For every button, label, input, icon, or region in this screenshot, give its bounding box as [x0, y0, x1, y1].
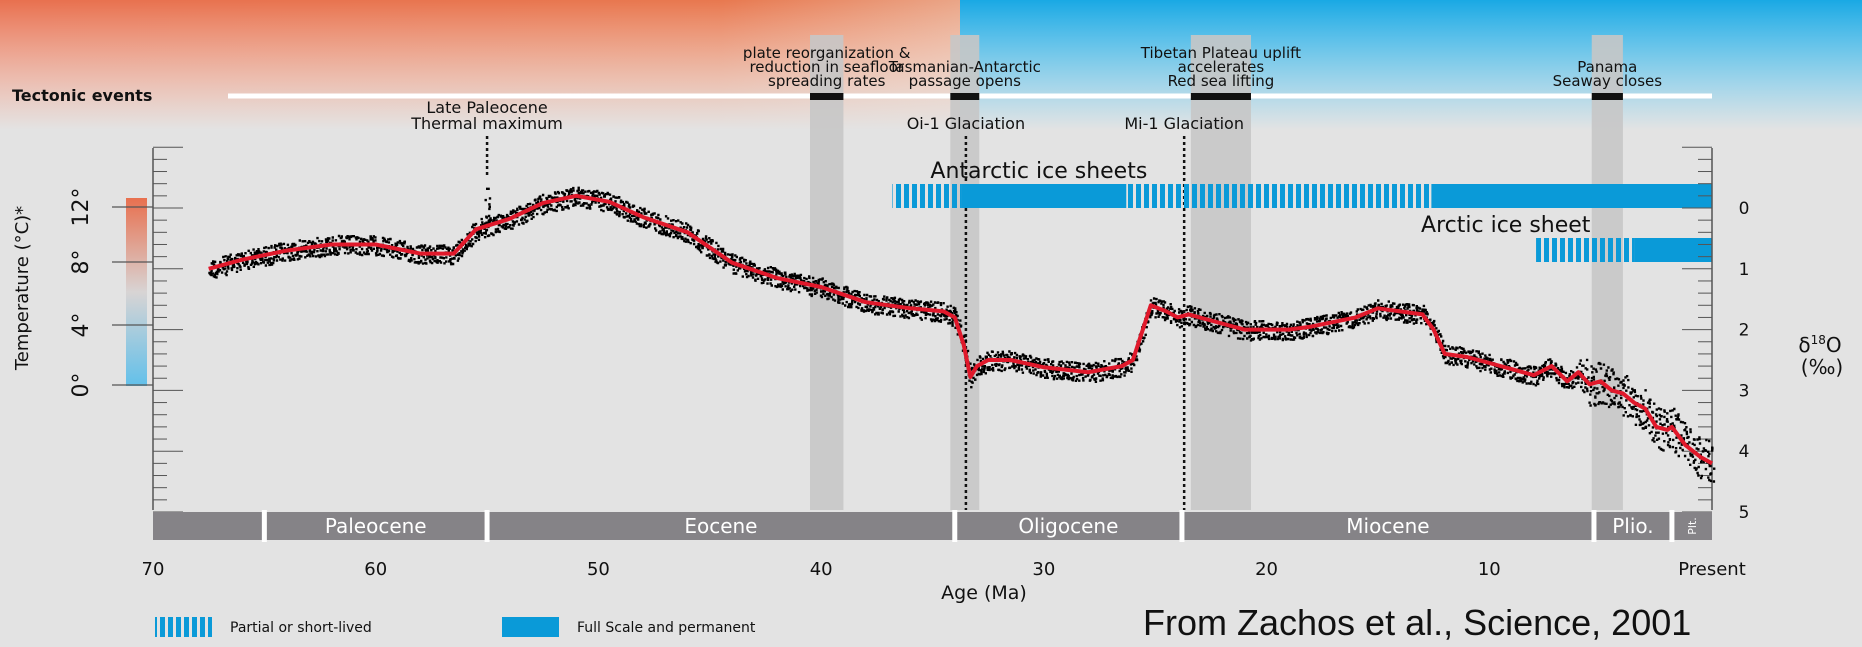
epoch-divider-4 — [1179, 510, 1185, 542]
epoch-label-4: Miocene — [1346, 514, 1429, 538]
temp-tick-label-12: 12° — [69, 188, 94, 227]
epoch-label-6: Plt. — [1686, 517, 1699, 535]
x-tick-label-6: 10 — [1478, 559, 1501, 580]
x-tick-label-4: 30 — [1032, 559, 1055, 580]
epoch-divider-5 — [1591, 510, 1597, 542]
epoch-block-6 — [1671, 512, 1712, 540]
tectonic-marker-3 — [1591, 93, 1623, 100]
legend-label-0: Partial or short-lived — [230, 620, 372, 636]
epoch-divider-3 — [952, 510, 958, 542]
tectonic-label: Tectonic events — [12, 86, 152, 105]
ice-0-segment-1 — [961, 184, 1127, 208]
right-axis-label: δ18O — [1798, 333, 1841, 357]
shade-column-0 — [810, 35, 844, 510]
band-fade — [0, 0, 1862, 130]
left-axis-label: Temperature (°C)* — [12, 206, 33, 371]
x-tick-label-1: 60 — [364, 559, 387, 580]
top-color-band — [0, 0, 1862, 130]
tectonic-event-2-line-2: Red sea lifting — [1168, 72, 1275, 90]
source-caption: From Zachos et al., Science, 2001 — [1143, 602, 1692, 643]
shade-column-2 — [1190, 35, 1251, 510]
x-tick-label-3: 40 — [810, 559, 833, 580]
tectonic-event-3-line-0: Panama — [1577, 58, 1637, 76]
epoch-block-2 — [487, 512, 955, 540]
right-axis-unit: (‰) — [1801, 355, 1843, 379]
right-tick-label-5: 5 — [1739, 503, 1750, 523]
ice-0-segment-3 — [1431, 184, 1712, 208]
tectonic-event-0-line-2: spreading rates — [768, 72, 886, 90]
annotation-0-line-0: Late Paleocene — [426, 98, 547, 117]
annotation-1-line-0: Oi-1 Glaciation — [907, 114, 1025, 133]
tectonic-event-2-line-0: Tibetan Plateau uplift — [1140, 44, 1301, 62]
epoch-block-3 — [954, 512, 1182, 540]
epoch-bar: Paleocene Eocene Oligocene Miocene Plio. Plt. — [153, 510, 1712, 542]
right-tick-label-2: 2 — [1739, 321, 1750, 341]
tectonic-event-0-line-1: reduction in seafloor — [749, 58, 904, 76]
right-tick-label-1: 1 — [1739, 260, 1750, 280]
tectonic-event-0-line-0: plate reorganization & — [743, 44, 911, 62]
axes: 0 1 2 3 4 5 δ18O(‰) 12° 8° 4° 0° Temperature (°C)* 7… — [12, 146, 1843, 604]
ice-0-segment-0 — [892, 184, 962, 208]
temp-tick-label-0: 0° — [69, 373, 94, 398]
tectonic-event-1-line-0: Tasmanian-Antarctic — [888, 58, 1041, 76]
series-line — [208, 193, 1713, 466]
epoch-block-0 — [153, 512, 265, 540]
temp-tick-label-4: 4° — [69, 313, 94, 338]
tectonic-event-1-line-1: passage opens — [909, 72, 1021, 90]
epoch-divider-2 — [484, 510, 490, 542]
x-tick-label-5: 20 — [1255, 559, 1278, 580]
legend-swatch-1 — [502, 617, 559, 637]
tectonic-event-2-line-1: accelerates — [1178, 58, 1265, 76]
shade-column-3 — [1591, 35, 1623, 510]
legend-swatch-0 — [155, 617, 212, 637]
right-tick-label-3: 3 — [1739, 381, 1750, 401]
ice-sheet-label-0: Antarctic ice sheets — [930, 159, 1147, 184]
x-tick-label-0: 70 — [142, 559, 165, 580]
ice-sheet-bars: Antarctic ice sheets Arctic ice sheet — [892, 159, 1712, 262]
epoch-block-4 — [1181, 512, 1594, 540]
ice-sheet-label-1: Arctic ice sheet — [1421, 213, 1591, 238]
x-tick-label-2: 50 — [587, 559, 610, 580]
tectonic-marker-1 — [950, 93, 980, 100]
ice-1-segment-1 — [1634, 238, 1712, 262]
x-axis-label: Age (Ma) — [941, 582, 1027, 604]
ice-1-segment-0 — [1536, 238, 1635, 262]
ice-0-segment-2 — [1126, 184, 1432, 208]
epoch-divider-6 — [1669, 510, 1675, 542]
tectonic-marker-0 — [810, 93, 844, 100]
legend-label-1: Full Scale and permanent — [577, 620, 756, 636]
epoch-divider-1 — [261, 510, 267, 542]
epoch-label-5: Plio. — [1612, 514, 1653, 538]
epoch-label-3: Oligocene — [1018, 514, 1118, 538]
annotation-2-line-0: Mi-1 Glaciation — [1124, 114, 1244, 133]
smoothed-curve — [208, 193, 1713, 466]
temperature-color-bar — [126, 198, 147, 386]
legend: Partial or short-lived Full Scale and per… — [155, 617, 756, 637]
epoch-label-2: Eocene — [684, 514, 757, 538]
tectonic-events: Tectonic events plate reorganization &red… — [12, 44, 1712, 105]
annotation-0-line-1: Thermal maximum — [410, 114, 563, 133]
tectonic-marker-2 — [1190, 93, 1251, 100]
epoch-block-1 — [264, 512, 488, 540]
x-tick-label-7: Present — [1678, 559, 1746, 580]
epoch-label-1: Paleocene — [325, 514, 427, 538]
epoch-block-5 — [1593, 512, 1672, 540]
right-tick-label-0: 0 — [1739, 199, 1750, 219]
tectonic-event-3-line-1: Seaway closes — [1553, 72, 1663, 90]
right-tick-label-4: 4 — [1739, 442, 1750, 462]
temp-tick-label-8: 8° — [69, 250, 94, 275]
